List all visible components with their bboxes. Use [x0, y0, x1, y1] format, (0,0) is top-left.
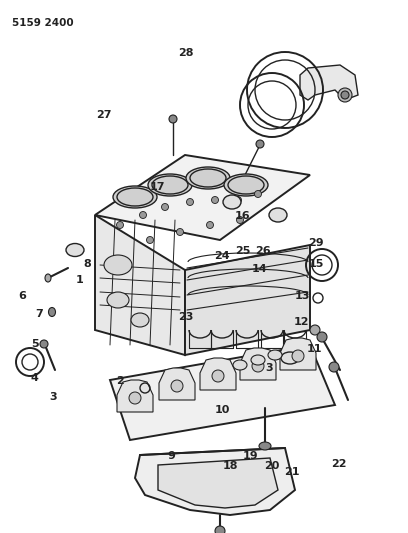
Polygon shape [200, 358, 236, 390]
Circle shape [177, 229, 184, 236]
Ellipse shape [268, 350, 282, 360]
Text: 28: 28 [178, 49, 193, 58]
Circle shape [186, 198, 193, 206]
Text: 7: 7 [35, 310, 42, 319]
Text: 21: 21 [284, 467, 299, 477]
Circle shape [338, 88, 352, 102]
Text: 3: 3 [49, 392, 57, 402]
Text: 6: 6 [18, 291, 27, 301]
Text: 4: 4 [31, 374, 39, 383]
Circle shape [237, 216, 244, 223]
Text: 18: 18 [223, 462, 238, 471]
Ellipse shape [224, 174, 268, 196]
Text: 25: 25 [235, 246, 251, 255]
Polygon shape [240, 348, 276, 380]
Polygon shape [300, 65, 358, 100]
Ellipse shape [45, 274, 51, 282]
Ellipse shape [259, 442, 271, 450]
Circle shape [146, 237, 153, 244]
Circle shape [252, 360, 264, 372]
Text: 5: 5 [31, 339, 38, 349]
Text: 5159 2400: 5159 2400 [12, 18, 73, 28]
Circle shape [171, 380, 183, 392]
Ellipse shape [269, 208, 287, 222]
Ellipse shape [104, 255, 132, 275]
Text: 3: 3 [266, 363, 273, 373]
Polygon shape [159, 368, 195, 400]
Circle shape [40, 340, 48, 348]
Polygon shape [117, 380, 153, 412]
Text: 15: 15 [308, 259, 324, 269]
Circle shape [255, 190, 262, 198]
Circle shape [317, 332, 327, 342]
Polygon shape [95, 215, 185, 355]
Circle shape [235, 197, 242, 204]
Ellipse shape [107, 292, 129, 308]
Text: 29: 29 [308, 238, 324, 247]
Circle shape [169, 115, 177, 123]
Ellipse shape [251, 355, 265, 365]
Circle shape [211, 197, 219, 204]
Circle shape [162, 204, 169, 211]
Polygon shape [280, 338, 316, 370]
Polygon shape [185, 245, 310, 355]
Text: 24: 24 [215, 251, 230, 261]
Circle shape [341, 91, 349, 99]
Text: 11: 11 [306, 344, 322, 354]
Text: 16: 16 [235, 211, 251, 221]
Ellipse shape [233, 360, 247, 370]
Text: 8: 8 [84, 259, 91, 269]
Ellipse shape [113, 186, 157, 208]
Ellipse shape [281, 352, 299, 364]
Ellipse shape [131, 313, 149, 327]
Text: 20: 20 [264, 462, 279, 471]
Text: 9: 9 [167, 451, 175, 461]
Text: 13: 13 [294, 291, 310, 301]
Ellipse shape [223, 195, 241, 209]
Circle shape [140, 212, 146, 219]
Text: 10: 10 [215, 406, 230, 415]
Circle shape [215, 526, 225, 533]
Text: 19: 19 [243, 451, 259, 461]
Circle shape [206, 222, 213, 229]
Text: 1: 1 [76, 275, 83, 285]
Text: 27: 27 [96, 110, 112, 119]
Text: 26: 26 [255, 246, 271, 255]
Circle shape [129, 392, 141, 404]
Text: 14: 14 [251, 264, 267, 274]
Circle shape [292, 350, 304, 362]
Ellipse shape [186, 167, 230, 189]
Ellipse shape [49, 308, 55, 317]
Polygon shape [135, 448, 295, 515]
Circle shape [329, 362, 339, 372]
Circle shape [212, 370, 224, 382]
Text: 17: 17 [149, 182, 165, 191]
Polygon shape [95, 155, 310, 240]
Text: 22: 22 [331, 459, 346, 469]
Ellipse shape [66, 244, 84, 256]
Text: 23: 23 [178, 312, 193, 322]
Circle shape [256, 140, 264, 148]
Polygon shape [158, 458, 278, 508]
Circle shape [310, 325, 320, 335]
Text: 12: 12 [294, 318, 310, 327]
Circle shape [117, 222, 124, 229]
Polygon shape [110, 345, 335, 440]
Ellipse shape [148, 174, 192, 196]
Text: 2: 2 [117, 376, 124, 386]
